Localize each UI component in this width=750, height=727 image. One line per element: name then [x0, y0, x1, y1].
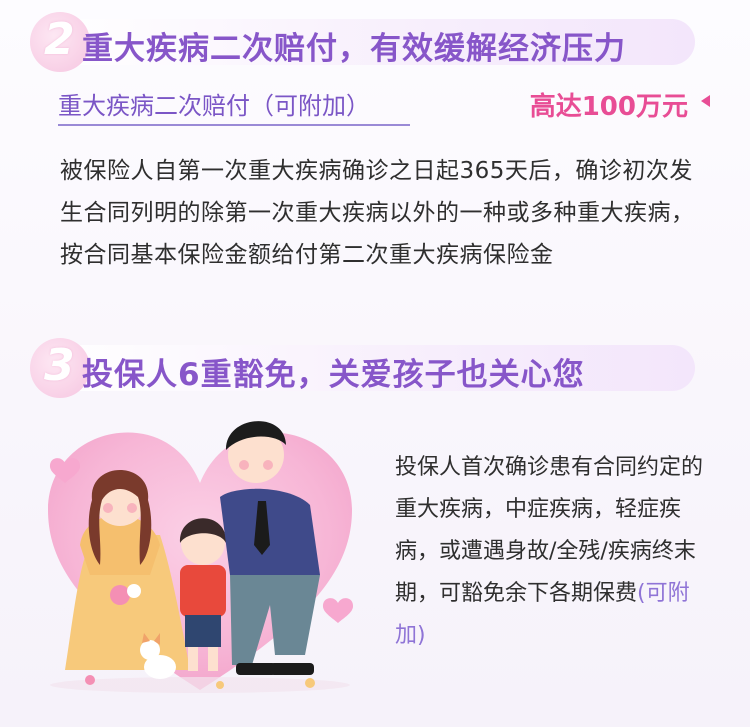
- family-illustration: [48, 421, 354, 693]
- section-title: 重大疾病二次赔付，有效缓解经济压力: [82, 31, 626, 67]
- header-bar: [52, 345, 695, 391]
- benefit-amount: 高达100万元: [529, 92, 688, 122]
- description-text: 投保人首次确诊患有合同约定的重大疾病，中症疾病，轻症疾病，或遭遇身故/全残/疾病…: [395, 455, 704, 606]
- optional-tag: (可附加): [395, 581, 690, 648]
- section-2-header: 2 重大疾病二次赔付，有效缓解经济压力: [30, 12, 695, 72]
- section-title: 投保人6重豁免，关爱孩子也关心您: [82, 357, 585, 393]
- benefit-underline: [58, 124, 410, 126]
- benefit-row: 重大疾病二次赔付（可附加） 高达100万元: [58, 86, 718, 128]
- small-heart-icon: [322, 598, 354, 623]
- cat-figure: [140, 633, 176, 679]
- section-2-description: 被保险人自第一次重大疾病确诊之日起365天后，确诊初次发生合同列明的除第一次重大…: [60, 158, 695, 268]
- benefit-label: 重大疾病二次赔付（可附加）: [58, 92, 370, 120]
- section-3-description: 投保人首次确诊患有合同约定的重大疾病，中症疾病，轻症疾病，或遭遇身故/全残/疾病…: [395, 447, 705, 657]
- header-bar: [52, 19, 695, 65]
- section-number-badge: 2: [30, 12, 90, 72]
- section-number-badge: 3: [30, 338, 90, 398]
- section-3-header: 3 投保人6重豁免，关爱孩子也关心您: [30, 338, 695, 398]
- small-heart-icon: [49, 458, 81, 483]
- child-figure: [179, 518, 227, 671]
- arrow-left-icon: [701, 95, 710, 107]
- father-figure: [220, 421, 320, 675]
